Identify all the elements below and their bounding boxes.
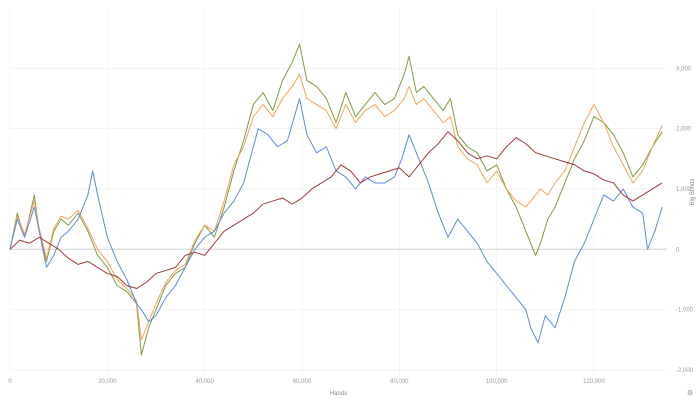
x-tick-label: 120,000 bbox=[583, 379, 605, 385]
y-tick-label: 0 bbox=[676, 247, 680, 253]
series-line-2 bbox=[9, 73, 663, 341]
series-line-4 bbox=[9, 131, 663, 290]
x-tick-label: 0 bbox=[8, 379, 12, 385]
y-tick-label: 3,000 bbox=[676, 66, 692, 72]
x-tick-label: 20,000 bbox=[98, 379, 117, 385]
y-tick-label: 2,000 bbox=[676, 127, 692, 133]
gear-icon[interactable]: ⚙ bbox=[686, 390, 694, 397]
x-tick-label: 80,000 bbox=[390, 379, 409, 385]
series-layer bbox=[9, 43, 663, 356]
y-axis-title: Big Blinds bbox=[690, 179, 696, 206]
x-tick-label: 60,000 bbox=[293, 379, 312, 385]
x-tick-label: 40,000 bbox=[195, 379, 214, 385]
y-tick-label: -1,000 bbox=[676, 308, 694, 314]
series-line-3 bbox=[9, 97, 663, 344]
tick-layer: -2,000 -1,000 0 1,000 2,000 3,000 0 20,000 40,00… bbox=[8, 66, 693, 385]
x-axis-title: Hands bbox=[330, 391, 347, 397]
y-tick-label: -2,000 bbox=[676, 368, 694, 374]
y-tick-label: 1,000 bbox=[676, 187, 692, 193]
series-line-1 bbox=[9, 43, 663, 356]
x-tick-label: 100,000 bbox=[486, 379, 508, 385]
grid-layer bbox=[9, 8, 667, 376]
